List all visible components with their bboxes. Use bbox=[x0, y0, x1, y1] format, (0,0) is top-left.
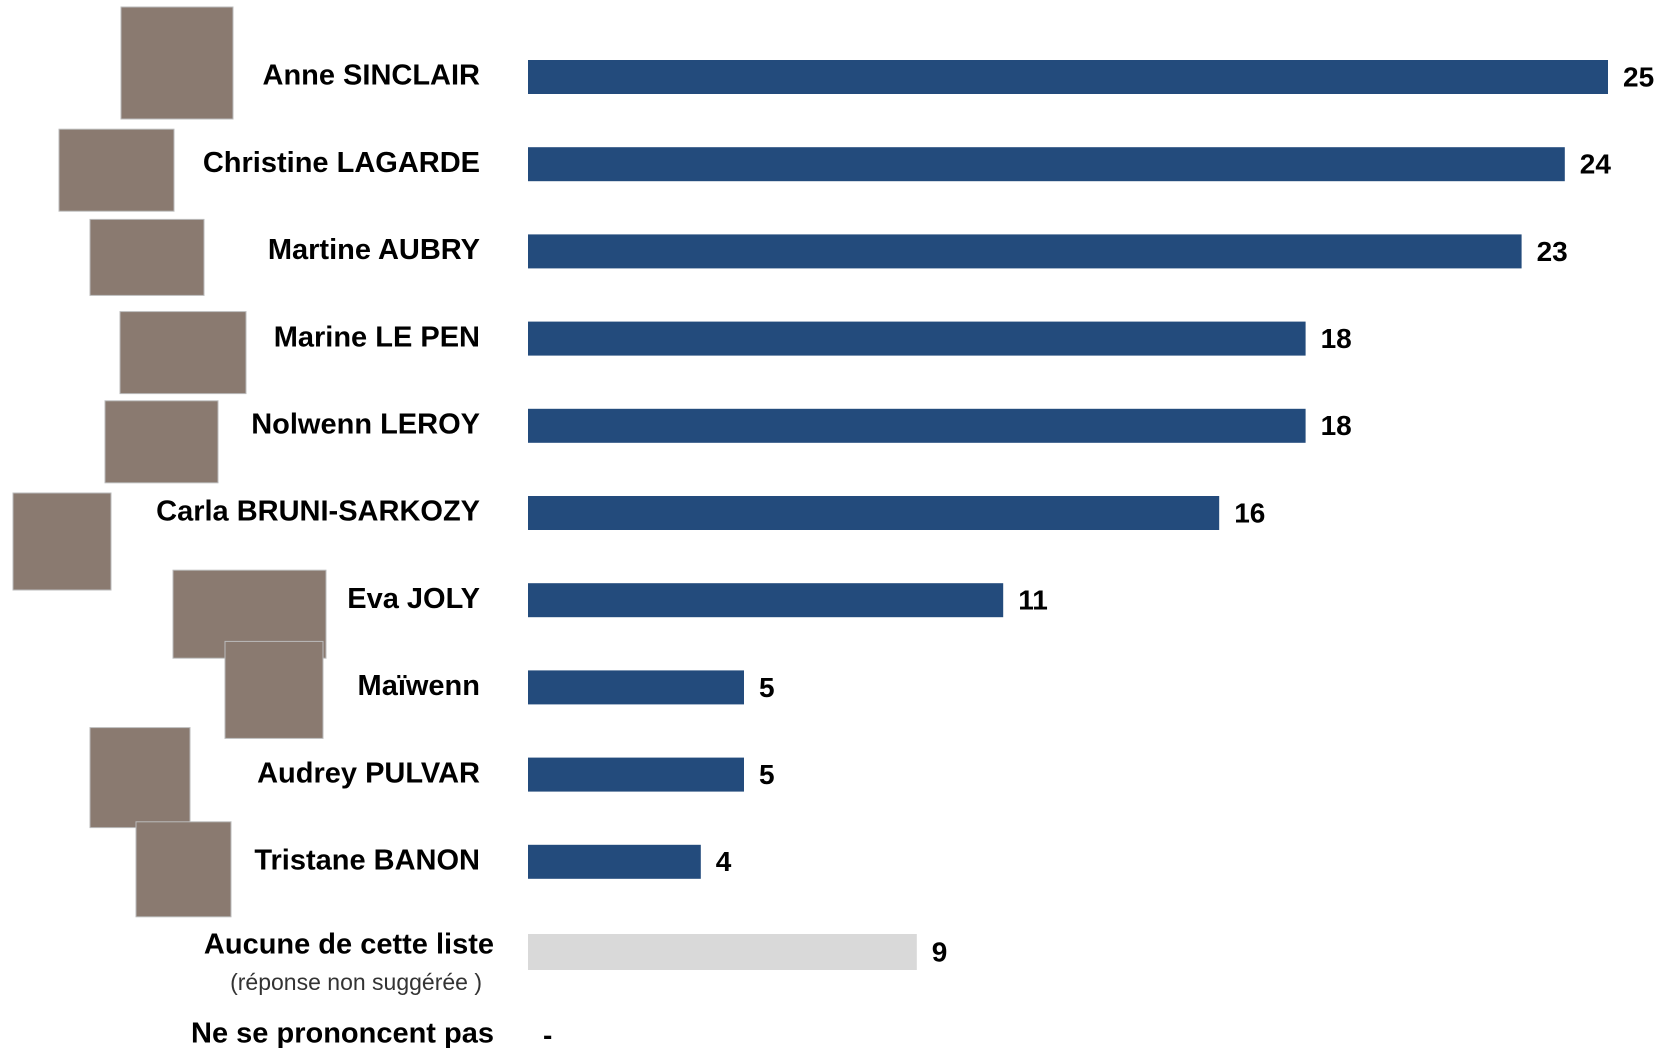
bar bbox=[528, 844, 701, 879]
photo bbox=[89, 218, 205, 296]
value-label: 9 bbox=[932, 936, 948, 967]
bar bbox=[528, 147, 1565, 182]
category-label: Tristane BANON bbox=[254, 844, 480, 876]
photo bbox=[224, 640, 324, 739]
category-label: Ne se prononcent pas bbox=[191, 1018, 494, 1048]
category-label: Audrey PULVAR bbox=[257, 757, 480, 789]
photo bbox=[12, 492, 112, 591]
category-label: Eva JOLY bbox=[347, 583, 480, 615]
value-label: 18 bbox=[1321, 410, 1352, 441]
category-label: Carla BRUNI-SARKOZY bbox=[156, 496, 480, 528]
value-label: 24 bbox=[1580, 149, 1612, 180]
photo bbox=[104, 400, 219, 484]
annotation: (réponse non suggérée ) bbox=[230, 969, 482, 995]
value-label: 16 bbox=[1234, 497, 1265, 528]
value-label: 18 bbox=[1321, 323, 1352, 354]
category-label: Anne SINCLAIR bbox=[263, 60, 481, 92]
bar bbox=[528, 670, 744, 705]
value-label: 4 bbox=[716, 846, 732, 877]
bar bbox=[528, 60, 1608, 94]
photo bbox=[58, 128, 175, 212]
bar bbox=[528, 408, 1306, 443]
value-label: 11 bbox=[1018, 585, 1048, 616]
photo bbox=[120, 6, 234, 120]
photo bbox=[89, 727, 191, 829]
value-label: 5 bbox=[759, 672, 775, 703]
category-label: Christine LAGARDE bbox=[203, 147, 480, 179]
photo bbox=[119, 311, 247, 395]
bar bbox=[528, 757, 744, 792]
photo bbox=[135, 821, 232, 918]
category-label: Maïwenn bbox=[358, 670, 480, 702]
category-label: Nolwenn LEROY bbox=[251, 408, 480, 440]
value-label: - bbox=[543, 1019, 552, 1048]
category-label: Marine LE PEN bbox=[274, 321, 480, 353]
bar bbox=[528, 321, 1306, 356]
category-label: Aucune de cette liste bbox=[204, 929, 494, 961]
bar bbox=[528, 234, 1522, 269]
value-label: 5 bbox=[759, 759, 775, 790]
bar bbox=[528, 496, 1220, 530]
value-label: 25 bbox=[1623, 61, 1654, 92]
category-label: Martine AUBRY bbox=[268, 234, 480, 266]
bar bbox=[528, 583, 1004, 618]
bar bbox=[528, 934, 917, 970]
value-label: 23 bbox=[1537, 236, 1568, 267]
